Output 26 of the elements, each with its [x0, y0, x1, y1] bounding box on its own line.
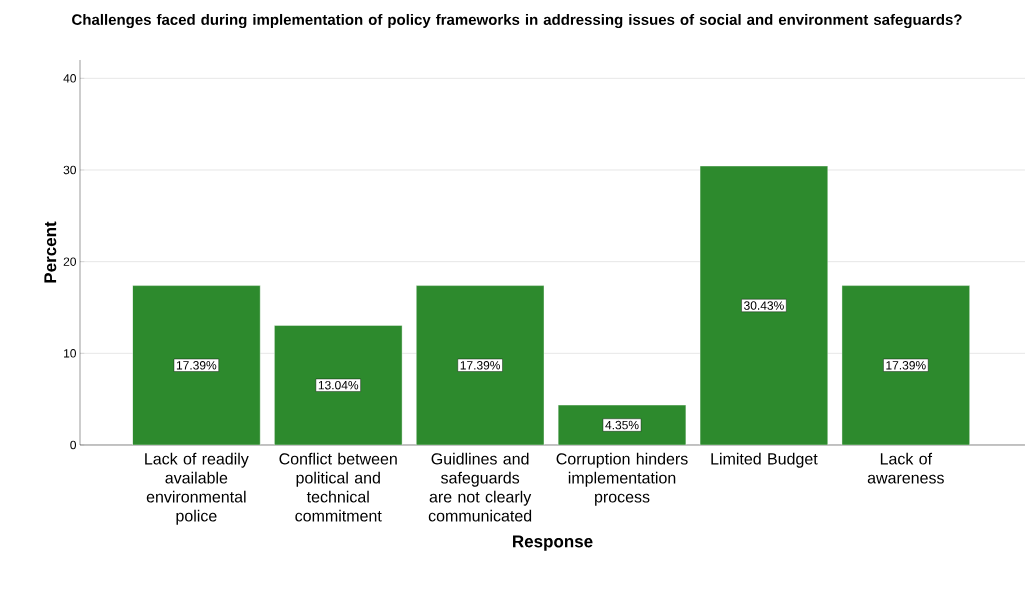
data-label: 13.04% [318, 380, 359, 390]
x-tick-label: Corruption hinders implementation process [556, 452, 688, 506]
bar [416, 285, 545, 445]
data-label: 17.39% [460, 361, 501, 370]
x-axis-title: Response [513, 535, 593, 551]
x-tick-label: Lack of readily available environmental police [145, 452, 249, 525]
x-tick-label: Guidlines and safeguards are not clearly communicated [428, 452, 532, 522]
y-tick-label: 0 [70, 440, 77, 450]
data-label: 30.43% [744, 301, 784, 310]
y-tick-label: 20 [63, 257, 77, 266]
data-label: 17.39% [886, 361, 926, 370]
bar [699, 165, 828, 445]
chart-title: Challenges faced during implementation of policy frameworks in addressing issues of social and environment safeguards? [72, 13, 962, 29]
y-axis-title: Percent [44, 221, 57, 283]
data-label: 17.39% [176, 361, 217, 370]
data-label: 4.35% [605, 420, 639, 430]
y-tick-label: 10 [64, 349, 77, 358]
x-tick-label: Conflict between political and technical commitment [279, 452, 397, 522]
bar [132, 285, 261, 445]
bar [841, 285, 970, 445]
bar [274, 325, 403, 445]
bar [557, 404, 687, 445]
x-tick-label: Lack of awareness [867, 452, 944, 484]
y-tick-label: 30 [63, 165, 77, 175]
y-tick-label: 40 [63, 74, 77, 83]
x-tick-label: Limited Budget [711, 452, 818, 468]
